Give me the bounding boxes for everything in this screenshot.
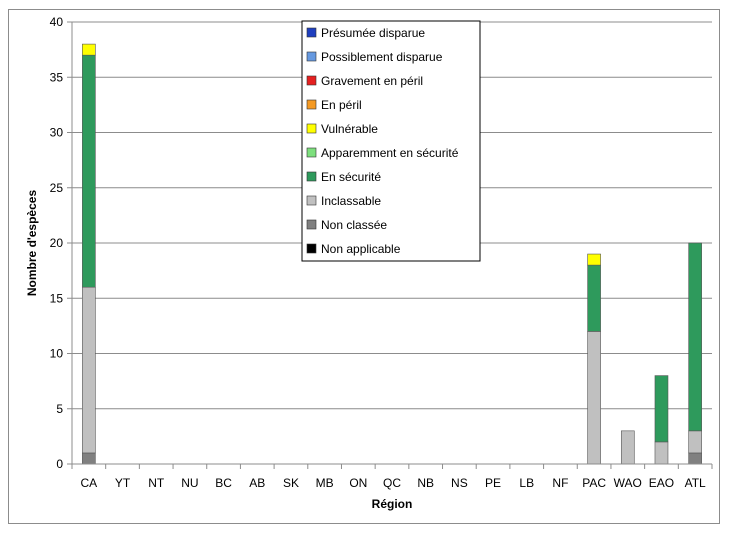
x-tick-label: NU	[181, 476, 198, 490]
x-tick-label: SK	[283, 476, 299, 490]
bar-segment	[654, 441, 669, 465]
x-tick-label: QC	[383, 476, 401, 490]
x-tick-label: PE	[485, 476, 501, 490]
legend-swatch	[306, 99, 317, 110]
bar-segment	[654, 375, 669, 443]
x-tick-label: MB	[316, 476, 334, 490]
legend-label: Vulnérable	[321, 122, 378, 136]
y-tick-label: 35	[50, 70, 64, 84]
y-tick-label: 0	[56, 457, 63, 471]
x-tick-label: BC	[215, 476, 232, 490]
bar-segment	[82, 286, 96, 454]
y-tick-label: 40	[50, 15, 64, 29]
y-tick-label: 20	[50, 236, 64, 250]
x-tick-label: NT	[148, 476, 165, 490]
legend-swatch	[306, 243, 317, 254]
y-axis-title: Nombre d'espèces	[25, 190, 39, 297]
y-tick-label: 5	[56, 402, 63, 416]
tick-labels: 0 5 10 15 20 25 30 35 40 CA YT NT NU BC AB SK MB ON QC NB NS…	[50, 15, 706, 490]
x-tick-label: NS	[451, 476, 468, 490]
bar-segment	[82, 452, 96, 465]
x-tick-label: LB	[519, 476, 534, 490]
legend-label: Possiblement disparue	[321, 50, 443, 64]
legend-swatch	[306, 123, 317, 134]
legend-label: En sécurité	[321, 170, 381, 184]
bar-segment	[587, 264, 601, 332]
axes	[67, 21, 713, 469]
bar-segment	[82, 54, 96, 288]
legend-label: Présumée disparue	[321, 26, 425, 40]
legend-swatch	[306, 75, 317, 86]
legend-swatch	[306, 27, 317, 38]
legend-label: Gravement en péril	[321, 74, 423, 88]
y-tick-label: 30	[50, 126, 64, 140]
x-tick-label: ON	[349, 476, 367, 490]
legend: Présumée disparue Possiblement disparue Gr…	[301, 20, 481, 262]
bar-segment	[587, 331, 601, 465]
x-tick-label: PAC	[582, 476, 606, 490]
x-tick-label: CA	[81, 476, 98, 490]
legend-label: Apparemment en sécurité	[321, 146, 459, 160]
legend-label: Inclassable	[321, 194, 381, 208]
bar-segment	[688, 452, 702, 465]
x-tick-label: NB	[417, 476, 434, 490]
legend-label: Non classée	[321, 218, 387, 232]
legend-swatch	[306, 147, 317, 158]
x-tick-label: NF	[552, 476, 568, 490]
bars	[82, 43, 702, 465]
x-tick-label: ATL	[685, 476, 706, 490]
legend-label: Non applicable	[321, 242, 401, 256]
x-tick-label: EAO	[649, 476, 674, 490]
legend-swatch	[306, 51, 317, 62]
y-tick-label: 25	[50, 181, 64, 195]
x-tick-label: AB	[249, 476, 265, 490]
x-tick-label: WAO	[614, 476, 642, 490]
y-tick-label: 10	[50, 347, 64, 361]
y-tick-label: 15	[50, 291, 64, 305]
bar-segment	[82, 43, 96, 56]
bar-segment	[620, 430, 635, 465]
bar-segment	[688, 430, 702, 454]
x-tick-label: YT	[115, 476, 131, 490]
bar-segment	[688, 242, 702, 432]
legend-box	[301, 20, 481, 262]
bar-segment	[587, 253, 601, 266]
legend-swatch	[306, 171, 317, 182]
x-axis-title: Région	[372, 497, 413, 511]
legend-swatch	[306, 195, 317, 206]
legend-swatch	[306, 219, 317, 230]
legend-label: En péril	[321, 98, 362, 112]
